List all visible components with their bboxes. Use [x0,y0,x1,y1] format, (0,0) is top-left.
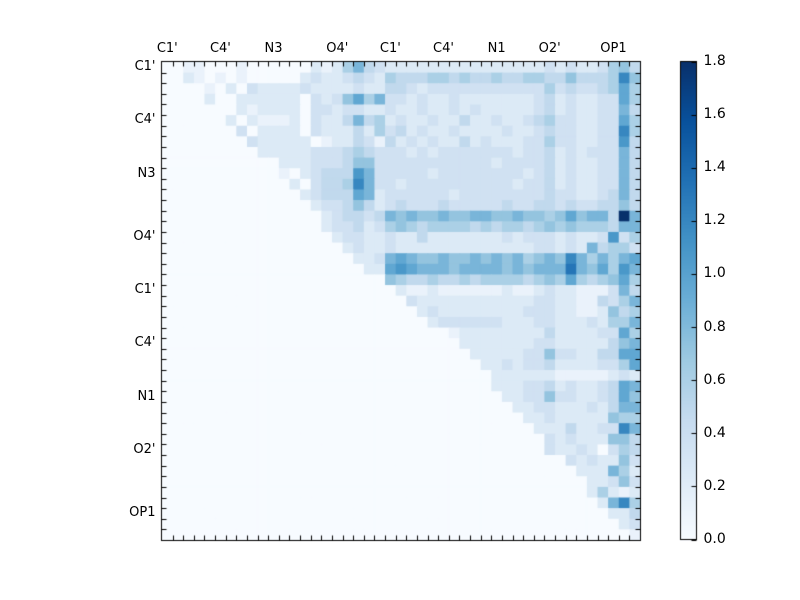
colorbar-tick-label: 0.8 [703,318,726,335]
colorbar-tick-label: 1.6 [703,106,726,123]
colorbar-tick-label: 1.0 [703,265,726,282]
x-tick-label: C1' [156,40,178,56]
y-tick-label: O4' [133,229,156,245]
x-tick-label: O4' [326,40,349,56]
colorbar-tick-label: 1.4 [703,159,726,176]
y-tick-label: O2' [133,441,156,457]
y-tick-label: C4' [134,112,156,128]
x-tick-label: O2' [538,40,561,56]
y-tick-label: C1' [134,282,156,298]
colorbar-tick-label: 0.4 [703,424,726,441]
y-tick-label: N1 [137,388,156,404]
x-tick-label: OP1 [600,40,627,56]
y-tick-label: C1' [134,59,156,75]
colorbar-tick-label: 1.2 [703,212,726,229]
colorbar-tick-label: 0.2 [703,477,726,494]
colorbar-tick-label: 0.0 [703,531,726,547]
x-tick-label: N1 [487,40,506,56]
colorbar-tick-label: 1.8 [703,53,726,69]
colorbar-tick-label: 0.6 [703,371,726,388]
y-tick-label: OP1 [129,505,156,521]
x-tick-label: N3 [264,40,283,56]
x-tick-label: C1' [379,40,401,56]
x-tick-label: C4' [433,40,454,56]
x-tick-label: C4' [209,40,231,56]
y-tick-label: C4' [134,335,156,351]
y-tick-label: N3 [137,165,156,181]
